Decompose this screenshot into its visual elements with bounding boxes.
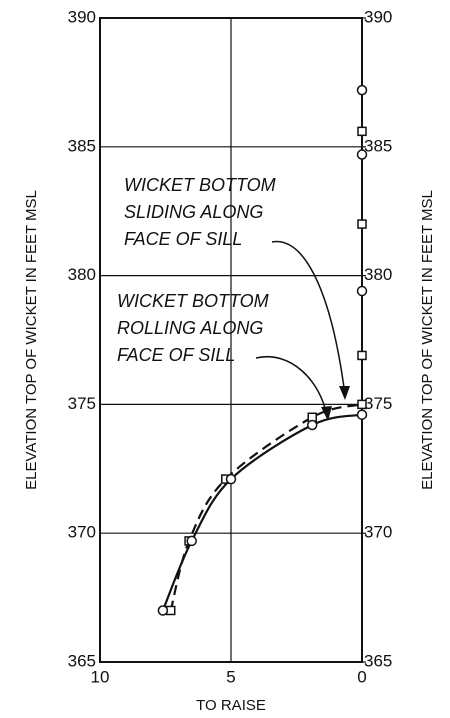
- x-tick-label: 10: [91, 667, 110, 686]
- y2-tick-label: 390: [364, 7, 392, 26]
- series-line: [161, 413, 363, 611]
- y-tick-label: 375: [68, 394, 96, 413]
- arrow-head: [339, 386, 350, 400]
- y2-tick-label: 370: [364, 523, 392, 542]
- circle-marker: [356, 409, 368, 420]
- annotation-line: FACE OF SILL: [124, 229, 242, 249]
- y2-axis-label: ELEVATION TOP OF WICKET IN FEET MSL: [419, 190, 436, 490]
- annotation-line: FACE OF SILL: [117, 345, 235, 365]
- arrow-head: [321, 406, 332, 421]
- x-axis-label: TO RAISE: [196, 697, 266, 714]
- y-tick-label: 385: [68, 136, 96, 155]
- circle-marker: [225, 473, 237, 485]
- circle-marker: [356, 285, 368, 297]
- series-line: [169, 403, 363, 611]
- x-tick-label: 5: [226, 667, 235, 686]
- y2-tick-label: 380: [364, 265, 392, 284]
- circle-marker: [356, 84, 368, 96]
- y2-tick-label: 375: [364, 394, 392, 413]
- square-marker: [357, 350, 367, 361]
- plot-frame: [99, 17, 363, 663]
- annotation-line: WICKET BOTTOM: [124, 175, 276, 195]
- annotation-arrow: [271, 240, 346, 396]
- circle-marker: [186, 535, 197, 547]
- annotation: WICKET BOTTOM ROLLING ALONG FACE OF SILL: [117, 291, 332, 421]
- annotation-line: SLIDING ALONG: [124, 202, 263, 222]
- y2-tick-label: 385: [364, 136, 392, 155]
- square-marker: [357, 219, 367, 229]
- circle-marker: [306, 419, 318, 431]
- x-tick-label: 0: [357, 667, 366, 686]
- square-marker: [357, 399, 367, 410]
- y2-tick-label: 365: [364, 651, 392, 670]
- annotation: WICKET BOTTOM SLIDING ALONG FACE OF SILL: [124, 175, 350, 400]
- y-tick-label: 370: [68, 523, 96, 542]
- circle-marker: [356, 149, 368, 160]
- y-tick-label: 380: [68, 265, 96, 284]
- y-tick-label: 390: [68, 7, 96, 26]
- y-axis-label: ELEVATION TOP OF WICKET IN FEET MSL: [23, 190, 40, 490]
- annotation-line: ROLLING ALONG: [117, 318, 263, 338]
- circle-marker: [157, 605, 169, 616]
- y-tick-label: 365: [68, 651, 96, 670]
- square-marker: [357, 126, 367, 137]
- annotation-line: WICKET BOTTOM: [117, 291, 269, 311]
- annotation-arrow: [255, 355, 328, 417]
